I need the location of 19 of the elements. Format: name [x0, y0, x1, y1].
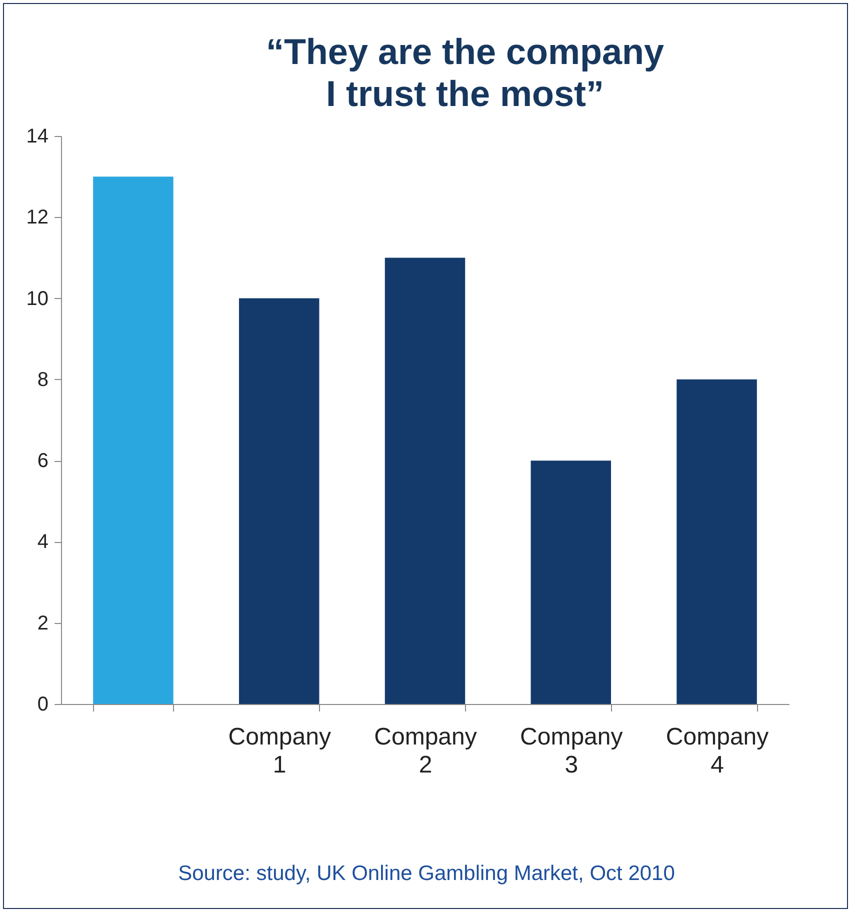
y-tick-label: 10 [26, 288, 48, 310]
bar [530, 460, 612, 704]
x-tick-label: Company 4 [666, 724, 769, 778]
bar [93, 176, 174, 704]
bar [384, 258, 466, 704]
y-tick-label: 2 [37, 612, 48, 634]
x-tick-label: Company 2 [374, 724, 477, 778]
chart-title: “They are the company I trust the most” [266, 31, 664, 114]
y-tick-label: 12 [26, 206, 48, 229]
bar [676, 379, 757, 704]
x-tick-label: Company 3 [520, 724, 623, 778]
y-tick-label: 8 [37, 368, 48, 391]
y-tick-label: 4 [37, 531, 48, 554]
bar [238, 298, 320, 704]
y-tick-label: 0 [37, 694, 48, 716]
source-note: Source: study, UK Online Gambling Market, Oct 2010 [177, 862, 676, 886]
y-tick-label: 6 [37, 450, 48, 472]
y-tick-label: 14 [26, 126, 48, 148]
x-tick-label: Company 1 [228, 724, 331, 778]
